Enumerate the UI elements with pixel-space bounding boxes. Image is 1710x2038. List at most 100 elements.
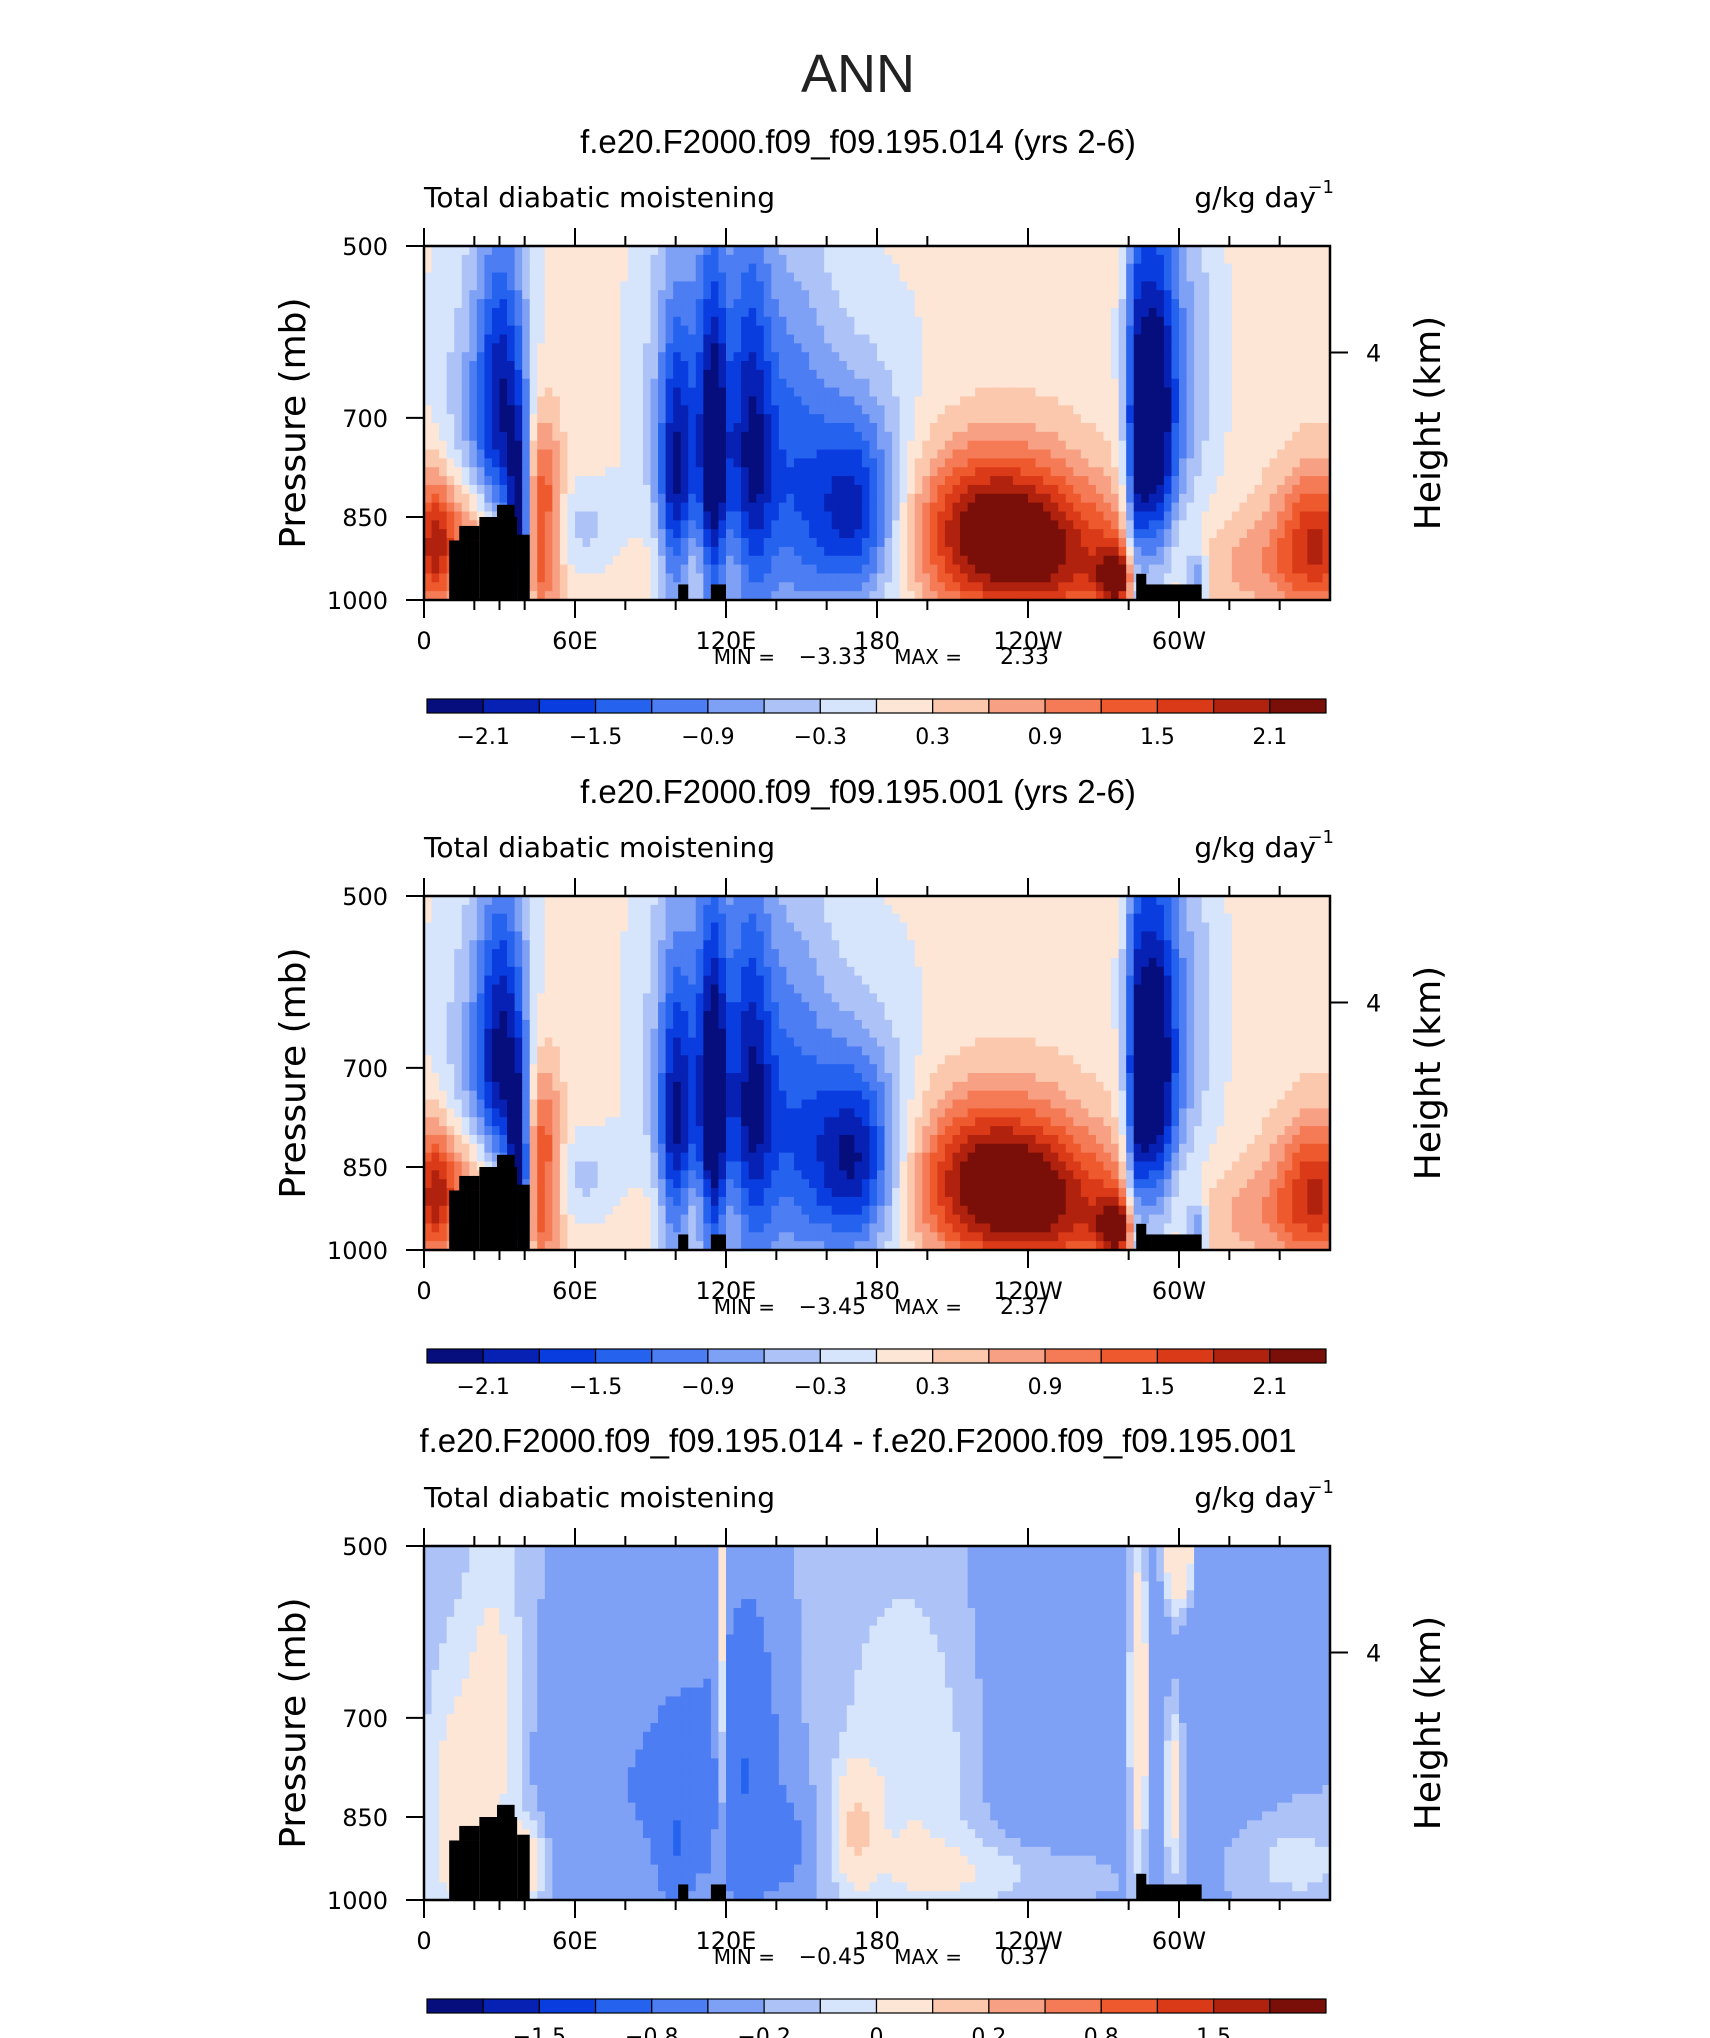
- field-cell: [710, 352, 720, 362]
- field-cell: [929, 502, 938, 513]
- field-cell: [884, 378, 893, 389]
- field-cell: [1020, 440, 1029, 451]
- field-cell: [1148, 564, 1157, 575]
- field-cell: [688, 307, 697, 318]
- field-cell: [1058, 272, 1067, 282]
- field-cell: [1058, 325, 1067, 336]
- field-cell: [809, 396, 818, 406]
- field-cell: [1201, 511, 1210, 521]
- field-cell: [899, 431, 908, 442]
- field-cell: [537, 546, 546, 557]
- field-cell: [680, 254, 689, 265]
- field-cell: [952, 467, 961, 477]
- field-cell: [1148, 299, 1157, 309]
- field-cell: [424, 369, 433, 380]
- field-cell: [1314, 538, 1324, 548]
- field-cell: [718, 263, 727, 274]
- field-cell: [1012, 361, 1022, 371]
- field-cell: [1179, 343, 1188, 353]
- field-cell: [718, 538, 727, 548]
- field-cell: [1322, 440, 1331, 451]
- field-cell: [552, 290, 561, 300]
- field-cell: [1186, 246, 1195, 256]
- field-cell: [658, 520, 667, 530]
- field-cell: [612, 414, 621, 424]
- field-cell: [1080, 361, 1089, 371]
- field-cell: [1148, 352, 1157, 362]
- field-cell: [424, 493, 433, 504]
- field-cell: [824, 325, 833, 336]
- field-cell: [1201, 307, 1210, 318]
- field-cell: [907, 369, 916, 380]
- field-cell: [559, 431, 569, 442]
- field-cell: [1186, 334, 1195, 344]
- field-cell: [1095, 467, 1105, 477]
- field-cell: [1292, 334, 1301, 344]
- field-cell: [1050, 546, 1059, 557]
- field-cell: [1231, 281, 1240, 291]
- field-cell: [499, 290, 508, 300]
- field-cell: [899, 529, 908, 539]
- field-cell: [1088, 307, 1097, 318]
- field-cell: [824, 493, 833, 504]
- field-cell: [1314, 502, 1324, 513]
- field-cell: [877, 502, 886, 513]
- field-cell: [529, 352, 538, 362]
- field-cell: [544, 467, 553, 477]
- field-cell: [1103, 325, 1112, 336]
- field-cell: [680, 281, 689, 291]
- field-cell: [627, 290, 636, 300]
- field-cell: [658, 896, 667, 906]
- field-cell: [1020, 290, 1029, 300]
- field-cell: [529, 281, 538, 291]
- field-cell: [937, 369, 946, 380]
- field-cell: [846, 405, 855, 415]
- field-cell: [929, 458, 938, 468]
- field-cell: [446, 440, 455, 451]
- field-cell: [1246, 334, 1256, 344]
- field-cell: [771, 369, 780, 380]
- field-cell: [990, 325, 999, 336]
- colorbar-label: 1.5: [1140, 725, 1175, 750]
- field-cell: [1163, 484, 1173, 495]
- field-cell: [1201, 449, 1210, 459]
- field-cell: [741, 564, 750, 575]
- field-cell: [1073, 316, 1082, 327]
- field-cell: [627, 369, 636, 380]
- field-cell: [1307, 564, 1316, 575]
- field-cell: [1284, 440, 1293, 451]
- field-cell: [1005, 484, 1014, 495]
- field-cell: [975, 591, 984, 601]
- field-cell: [786, 564, 795, 575]
- field-cell: [1231, 573, 1240, 583]
- field-cell: [590, 414, 599, 424]
- field-cell: [1269, 316, 1278, 327]
- field-cell: [1179, 325, 1188, 336]
- field-cell: [559, 414, 569, 424]
- field-cell: [854, 299, 863, 309]
- field-cell: [597, 493, 606, 504]
- field-cell: [952, 511, 961, 521]
- field-cell: [748, 334, 757, 344]
- field-cell: [627, 564, 636, 575]
- field-cell: [1322, 387, 1331, 398]
- field-cell: [967, 254, 976, 265]
- field-cell: [612, 582, 621, 592]
- field-cell: [446, 458, 455, 468]
- field-cell: [567, 511, 576, 521]
- field-cell: [1307, 316, 1316, 327]
- field-cell: [1080, 484, 1089, 495]
- field-cell: [854, 378, 863, 389]
- field-cell: [1231, 502, 1240, 513]
- field-cell: [1186, 476, 1195, 486]
- field-cell: [997, 546, 1006, 557]
- field-cell: [960, 307, 969, 318]
- field-cell: [1322, 281, 1331, 291]
- field-cell: [1126, 476, 1135, 486]
- field-cell: [1012, 396, 1022, 406]
- field-cell: [439, 493, 448, 504]
- field-cell: [1141, 263, 1150, 274]
- field-cell: [1065, 449, 1074, 459]
- field-cell: [718, 555, 727, 566]
